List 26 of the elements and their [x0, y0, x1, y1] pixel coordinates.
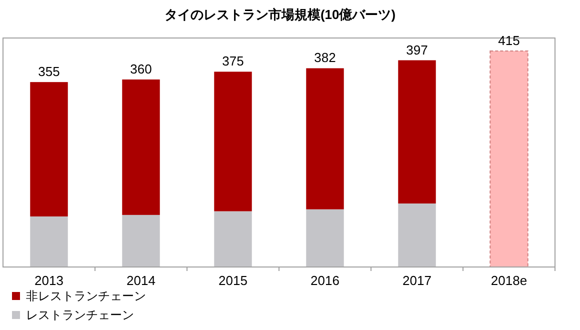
annotation: 382: [314, 50, 336, 66]
legend-label: レストランチェーン: [26, 308, 134, 322]
x-tick-label: 2014: [126, 273, 156, 288]
bar: [214, 211, 252, 267]
x-tick-label: 2018e: [490, 273, 528, 288]
annotation: 397: [406, 42, 428, 58]
x-tick-label: 2017: [402, 273, 432, 288]
x-tick-label: 2016: [310, 273, 340, 288]
chart-title: タイのレストラン市場規模(10億バーツ): [164, 7, 396, 22]
legend-label: 非レストランチェーン: [26, 289, 146, 303]
annotation: 360: [130, 61, 152, 76]
bar: [214, 72, 252, 212]
bar: [122, 79, 160, 215]
bar: [30, 82, 68, 216]
annotation: 415: [498, 32, 520, 48]
annotation: 375: [222, 54, 244, 69]
bar: [490, 50, 528, 268]
x-tick-label: 2015: [218, 273, 248, 288]
bar: [398, 60, 436, 204]
x-tick-label: 2013: [34, 273, 64, 288]
bar: [306, 209, 344, 267]
bar: [30, 216, 68, 267]
annotation: 355: [38, 64, 60, 80]
bar: [398, 203, 436, 267]
bar: [122, 214, 160, 267]
bar: [306, 68, 344, 210]
